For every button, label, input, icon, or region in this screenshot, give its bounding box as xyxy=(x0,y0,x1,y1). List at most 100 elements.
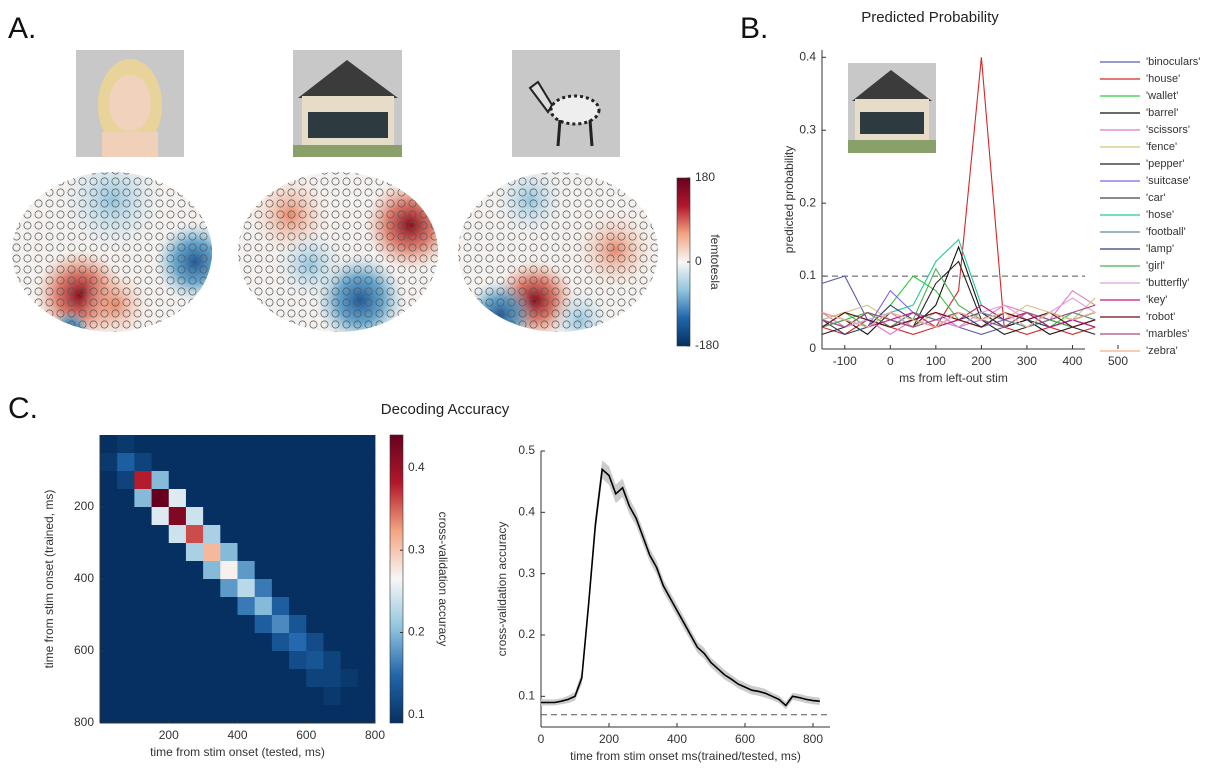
y-axis-label: cross-validation accuracy xyxy=(495,522,509,657)
heatmap-cell xyxy=(186,561,204,579)
x-tick-label: 500 xyxy=(1108,354,1128,368)
heatmap-cell xyxy=(272,597,290,615)
x-tick-label: 100 xyxy=(926,354,946,368)
legend-label: 'girl' xyxy=(1146,260,1165,272)
heatmap-cell xyxy=(255,453,273,471)
heatmap-cell xyxy=(117,561,135,579)
heatmap-cell xyxy=(255,633,273,651)
heatmap-cell xyxy=(100,435,118,453)
heatmap-cell xyxy=(341,507,359,525)
heatmap-cell xyxy=(238,597,256,615)
heatmap-cell xyxy=(186,651,204,669)
legend-label: 'wallet' xyxy=(1146,90,1178,102)
y-tick-label: 0.1 xyxy=(518,689,535,703)
y-tick-label: 0 xyxy=(809,341,816,355)
heatmap-cell xyxy=(255,687,273,705)
heatmap-cell xyxy=(289,489,307,507)
heatmap-cell xyxy=(238,453,256,471)
x-tick-label: 600 xyxy=(735,732,755,746)
heatmap-cell xyxy=(220,633,238,651)
heatmap-cell xyxy=(203,705,221,723)
heatmap-cell xyxy=(100,543,118,561)
heatmap-cell xyxy=(358,687,376,705)
heatmap-cell xyxy=(341,543,359,561)
heatmap-cell xyxy=(358,543,376,561)
heatmap-cell xyxy=(306,687,324,705)
heatmap-cell xyxy=(238,471,256,489)
heatmap-cell xyxy=(169,687,187,705)
y-tick-label: 200 xyxy=(74,499,94,513)
x-tick-label: 200 xyxy=(599,732,619,746)
heatmap-cell xyxy=(272,471,290,489)
heatmap-cell xyxy=(341,471,359,489)
heatmap-cell xyxy=(238,507,256,525)
legend-label: 'binoculars' xyxy=(1146,56,1200,68)
heatmap-cell xyxy=(117,453,135,471)
heatmap-cell xyxy=(152,579,170,597)
heatmap-cell xyxy=(203,579,221,597)
heatmap-cell xyxy=(152,561,170,579)
heatmap-cell xyxy=(306,471,324,489)
colorbar-tick-label: 0.4 xyxy=(408,460,425,474)
heatmap-cell xyxy=(255,489,273,507)
heatmap-cell xyxy=(289,507,307,525)
colorbar xyxy=(390,435,403,723)
heatmap-cell xyxy=(220,705,238,723)
heatmap-cell xyxy=(134,525,152,543)
heatmap-cell xyxy=(100,705,118,723)
line xyxy=(822,262,1095,335)
heatmap-cell xyxy=(255,471,273,489)
heatmap-cell xyxy=(186,525,204,543)
heatmap-cell xyxy=(358,651,376,669)
heatmap-cell xyxy=(186,705,204,723)
heatmap-cell xyxy=(220,525,238,543)
heatmap-cell xyxy=(255,669,273,687)
heatmap-cell xyxy=(100,687,118,705)
heatmap-cell xyxy=(220,471,238,489)
legend-label: 'pepper' xyxy=(1146,158,1184,170)
y-tick-label: 0.4 xyxy=(518,505,535,519)
heatmap-cell xyxy=(152,507,170,525)
heatmap-cell xyxy=(152,525,170,543)
heatmap-cell xyxy=(100,579,118,597)
heatmap-cell xyxy=(323,435,341,453)
heatmap-cell xyxy=(323,561,341,579)
heatmap-cell xyxy=(289,687,307,705)
heatmap-cell xyxy=(341,651,359,669)
heatmap-cell xyxy=(272,687,290,705)
heatmap-cell xyxy=(306,705,324,723)
heatmap-cell xyxy=(306,435,324,453)
y-tick-label: 800 xyxy=(74,715,94,729)
heatmap-cell xyxy=(220,489,238,507)
heatmap-cell xyxy=(186,597,204,615)
heatmap-cell xyxy=(203,669,221,687)
heatmap-cell xyxy=(272,651,290,669)
heatmap-cell xyxy=(134,453,152,471)
colorbar-tick-label: 0.1 xyxy=(408,707,425,721)
heatmap-cell xyxy=(255,525,273,543)
heatmap-cell xyxy=(255,543,273,561)
heatmap-cell xyxy=(220,435,238,453)
heatmap-cell xyxy=(203,471,221,489)
heatmap-cell xyxy=(306,651,324,669)
x-tick-label: 400 xyxy=(667,732,687,746)
heatmap-cell xyxy=(100,669,118,687)
heatmap-cell xyxy=(220,669,238,687)
heatmap-cell xyxy=(272,507,290,525)
heatmap-cell xyxy=(255,597,273,615)
colorbar-tick-label: 0 xyxy=(695,254,702,268)
heatmap-cell xyxy=(341,435,359,453)
inset-photo xyxy=(848,63,936,153)
heatmap-cell xyxy=(306,615,324,633)
panel-label: A. xyxy=(8,12,36,45)
heatmap-cell xyxy=(238,705,256,723)
heatmap-cell xyxy=(323,507,341,525)
heatmap-cell xyxy=(220,687,238,705)
heatmap-cell xyxy=(323,705,341,723)
heatmap-cell xyxy=(289,597,307,615)
heatmap-cell xyxy=(220,453,238,471)
x-axis-label: time from stim onset ms(trained/tested, … xyxy=(570,749,801,763)
heatmap-cell xyxy=(134,561,152,579)
heatmap-cell xyxy=(100,597,118,615)
heatmap-cell xyxy=(134,435,152,453)
